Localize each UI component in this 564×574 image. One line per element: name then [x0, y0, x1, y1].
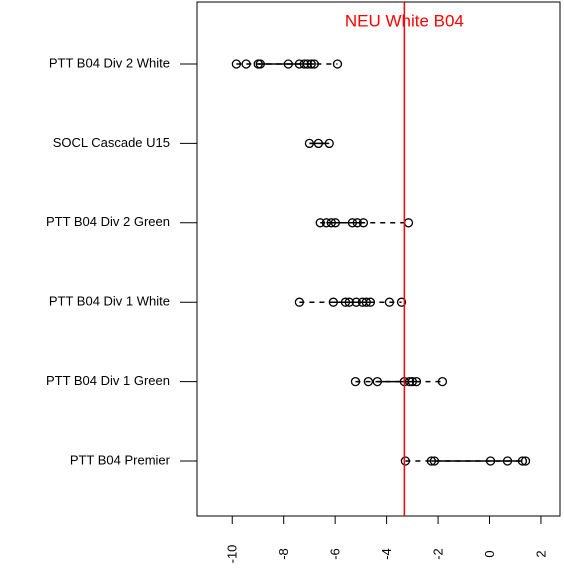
x-tick-label: 2: [533, 550, 548, 557]
x-tick-label: -8: [276, 548, 291, 560]
y-tick-label: PTT B04 Div 1 Green: [46, 373, 170, 388]
x-tick-label: -2: [430, 548, 445, 560]
point: [344, 297, 354, 307]
point: [363, 376, 373, 387]
point: [340, 297, 351, 307]
point: [351, 297, 361, 307]
point: [361, 297, 371, 307]
point: [426, 456, 437, 466]
point: [384, 297, 395, 307]
point: [411, 376, 422, 387]
x-tick-label: 0: [482, 550, 497, 557]
point: [502, 456, 513, 466]
point: [365, 297, 376, 307]
point: [352, 218, 362, 228]
point: [517, 456, 528, 466]
point: [302, 59, 313, 69]
point: [332, 59, 343, 69]
point: [304, 138, 315, 149]
point: [255, 59, 265, 69]
point: [407, 376, 417, 387]
point: [520, 456, 531, 466]
point: [326, 218, 336, 228]
y-tick-label: PTT B04 Premier: [70, 452, 171, 467]
point: [372, 376, 382, 387]
point: [231, 59, 242, 69]
x-tick-label: -10: [225, 545, 240, 564]
y-tick-label: PTT B04 Div 2 Green: [46, 214, 170, 229]
point: [294, 297, 305, 307]
point: [315, 218, 325, 228]
point: [429, 456, 440, 466]
point: [358, 218, 369, 228]
point: [328, 297, 339, 307]
y-tick-label: SOCL Cascade U15: [53, 135, 170, 150]
point: [404, 376, 415, 387]
x-tick-label: -4: [379, 548, 394, 560]
x-tick-label: -6: [328, 548, 343, 560]
point: [347, 218, 358, 228]
point: [324, 138, 334, 149]
point: [306, 59, 316, 69]
point: [299, 59, 309, 69]
point: [309, 59, 319, 69]
point: [313, 138, 324, 149]
y-tick-label: PTT B04 Div 1 White: [49, 294, 170, 309]
point: [485, 456, 496, 466]
point: [241, 59, 251, 69]
point: [321, 218, 332, 228]
point: [396, 297, 407, 307]
chart-title: NEU White B04: [345, 11, 464, 30]
point: [437, 376, 448, 387]
point: [330, 218, 341, 228]
point: [350, 376, 361, 387]
point: [283, 59, 293, 69]
point: [400, 456, 411, 466]
plot-frame: [196, 1, 561, 517]
y-tick-label: PTT B04 Div 2 White: [49, 55, 170, 70]
